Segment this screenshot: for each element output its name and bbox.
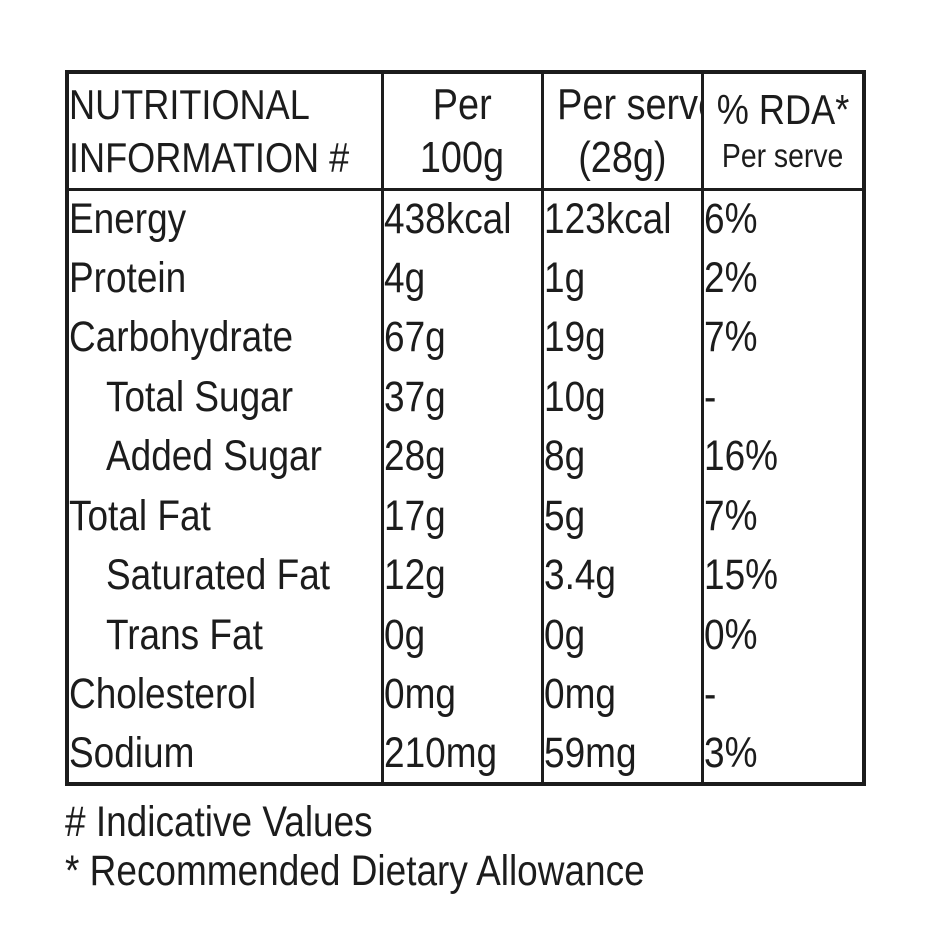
row-label: Energy [69, 195, 187, 243]
value-rda: - [700, 367, 864, 427]
table-row-saturated-fat: Saturated Fat 12g 3.4g 15% [67, 546, 864, 606]
value-per-serve: 0g [540, 605, 702, 665]
row-label: Carbohydrate [69, 313, 294, 362]
value-per-100g: 37g [380, 367, 542, 427]
value-per-serve: 3.4g [540, 546, 702, 606]
value-rda: - [700, 665, 864, 725]
table-row-added-sugar: Added Sugar 28g 8g 16% [67, 427, 864, 487]
value-rda: 6% [700, 189, 864, 249]
footnote-indicative-values: # Indicative Values [65, 798, 373, 846]
value-rda: 15% [700, 546, 864, 606]
row-label: Sodium [69, 728, 195, 777]
value-per-100g: 12g [380, 546, 542, 606]
value-per-100g: 4g [380, 248, 542, 308]
header-per-100g: Per 100g [380, 72, 542, 191]
header-line: NUTRITIONAL [69, 80, 310, 128]
value-per-serve: 19g [540, 308, 702, 368]
value-per-100g: 0mg [380, 665, 542, 725]
table-row-protein: Protein 4g 1g 2% [67, 248, 864, 308]
header-line: INFORMATION # [69, 133, 350, 181]
value-rda: 7% [700, 308, 864, 368]
table-row-total-fat: Total Fat 17g 5g 7% [67, 486, 864, 546]
table-row-carbohydrate: Carbohydrate 67g 19g 7% [67, 308, 864, 368]
header-line: Per serve [722, 136, 844, 174]
value-per-100g: 210mg [380, 724, 542, 784]
value-rda: 16% [700, 427, 864, 487]
value-per-serve: 59mg [540, 724, 702, 784]
header-line: 100g [419, 132, 505, 182]
value-per-100g: 438kcal [380, 189, 542, 249]
row-label: Protein [69, 253, 187, 302]
value-rda: 7% [700, 486, 864, 546]
header-line: % RDA* [716, 85, 849, 133]
row-label: Total Sugar [106, 372, 294, 421]
row-label: Saturated Fat [106, 551, 331, 600]
table-row-energy: Energy 438kcal 123kcal 6% [67, 189, 864, 249]
header-rda-per-serve: % RDA* Per serve [700, 72, 864, 191]
value-per-serve: 1g [540, 248, 702, 308]
header-line: Per serve [556, 79, 702, 129]
nutrition-table-container: NUTRITIONAL INFORMATION # Per 100g Per s… [65, 70, 866, 786]
value-per-100g: 28g [380, 427, 542, 487]
table-row-trans-fat: Trans Fat 0g 0g 0% [67, 605, 864, 665]
value-per-serve: 0mg [540, 665, 702, 725]
value-per-serve: 8g [540, 427, 702, 487]
value-per-serve: 123kcal [540, 189, 702, 249]
row-label: Total Fat [69, 491, 211, 540]
header-per-serve: Per serve (28g) [540, 72, 702, 191]
header-line: (28g) [577, 132, 667, 182]
value-per-100g: 17g [380, 486, 542, 546]
nutrition-table: NUTRITIONAL INFORMATION # Per 100g Per s… [65, 70, 866, 786]
value-per-100g: 0g [380, 605, 542, 665]
row-label: Cholesterol [69, 670, 257, 719]
value-per-100g: 67g [380, 308, 542, 368]
table-row-total-sugar: Total Sugar 37g 10g - [67, 367, 864, 427]
value-rda: 0% [700, 605, 864, 665]
row-label: Trans Fat [106, 610, 263, 659]
table-row-sodium: Sodium 210mg 59mg 3% [67, 724, 864, 784]
header-nutritional-information: NUTRITIONAL INFORMATION # [67, 72, 382, 191]
value-rda: 3% [700, 724, 864, 784]
footnotes: # Indicative Values * Recommended Dietar… [65, 798, 739, 896]
value-per-serve: 5g [540, 486, 702, 546]
header-line: Per [432, 79, 492, 129]
row-label: Added Sugar [106, 432, 322, 481]
value-rda: 2% [700, 248, 864, 308]
value-per-serve: 10g [540, 367, 702, 427]
header-row: NUTRITIONAL INFORMATION # Per 100g Per s… [67, 72, 864, 191]
footnote-rda: * Recommended Dietary Allowance [65, 847, 645, 895]
table-row-cholesterol: Cholesterol 0mg 0mg - [67, 665, 864, 725]
